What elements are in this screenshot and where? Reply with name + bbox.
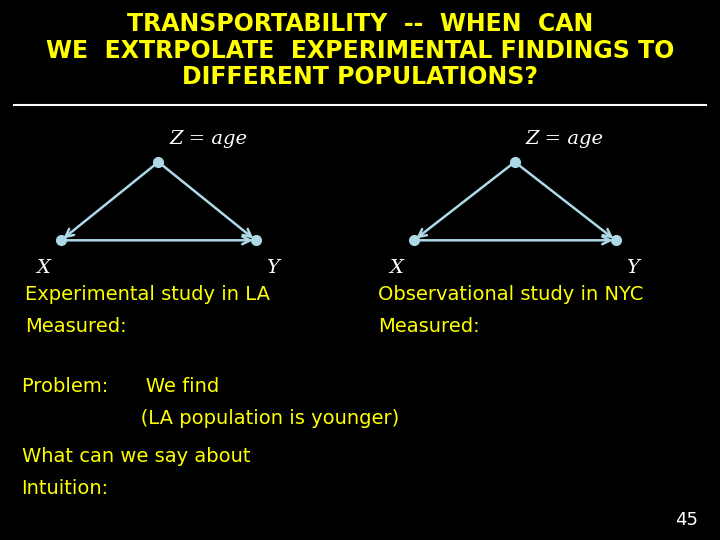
- Text: Z = age: Z = age: [169, 131, 247, 149]
- Text: Measured:: Measured:: [378, 317, 480, 336]
- Text: WE  EXTRPOLATE  EXPERIMENTAL FINDINGS TO: WE EXTRPOLATE EXPERIMENTAL FINDINGS TO: [46, 39, 674, 63]
- Text: What can we say about: What can we say about: [22, 447, 250, 466]
- Text: DIFFERENT POPULATIONS?: DIFFERENT POPULATIONS?: [182, 65, 538, 89]
- Text: Intuition:: Intuition:: [22, 479, 109, 498]
- Text: Problem:      We find: Problem: We find: [22, 376, 219, 396]
- Text: X: X: [390, 259, 403, 277]
- Text: Measured:: Measured:: [25, 317, 127, 336]
- Text: Observational study in NYC: Observational study in NYC: [378, 285, 644, 304]
- Text: Z = age: Z = age: [526, 131, 603, 149]
- Text: 45: 45: [675, 511, 698, 529]
- Text: Y: Y: [626, 259, 639, 277]
- Text: Y: Y: [266, 259, 279, 277]
- Text: (LA population is younger): (LA population is younger): [22, 409, 399, 428]
- Text: Experimental study in LA: Experimental study in LA: [25, 285, 270, 304]
- Text: X: X: [37, 259, 50, 277]
- Text: TRANSPORTABILITY  --  WHEN  CAN: TRANSPORTABILITY -- WHEN CAN: [127, 12, 593, 36]
